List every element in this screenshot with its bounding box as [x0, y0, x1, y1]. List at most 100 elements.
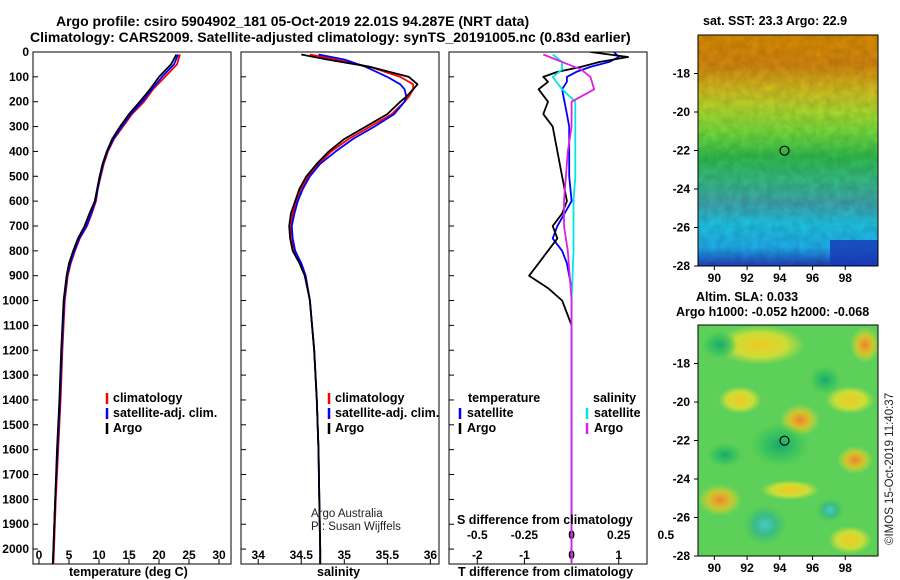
series-temperature-satellite — [551, 52, 620, 564]
map-y-tick-label: -22 — [673, 434, 691, 448]
s-tick-label: 0.5 — [658, 528, 675, 542]
depth-axis: 0 100 200 300 400 500 600 700 800 900 1000 1100 1200… — [2, 45, 38, 556]
map-y-tick-label: -24 — [673, 472, 691, 486]
series-satellite-adj-clim- — [290, 53, 408, 564]
map-y-tick-label: -28 — [673, 259, 691, 273]
x-tick-label: 34 — [252, 548, 266, 562]
depth-tick-label: 1300 — [2, 368, 29, 382]
s-difference-axis-label: S difference from climatology — [457, 513, 633, 527]
map-x-tick-label: 94 — [773, 271, 787, 285]
s-tick-label: -0.5 — [467, 528, 488, 542]
figure-title-line1: Argo profile: csiro 5904902_181 05-Oct-2… — [56, 13, 529, 29]
s-tick-label: 0.25 — [607, 528, 631, 542]
map-x-tick-label: 90 — [708, 271, 722, 285]
depth-tick-label: 700 — [9, 219, 29, 233]
depth-tick-label: 1000 — [2, 294, 29, 308]
map-x-tick-label: 92 — [740, 271, 754, 285]
depth-tick-label: 1100 — [3, 318, 29, 332]
temperature-x-axis: 0 5 10 15 20 25 30 — [36, 548, 226, 564]
temperature-panel: 0100200300400500600700800900100011001200… — [2, 45, 232, 579]
depth-tick-label: 1200 — [2, 343, 29, 357]
depth-tick-label: 500 — [9, 169, 29, 183]
temperature-legend: climatology satellite-adj. clim. Argo — [105, 391, 217, 435]
difference-depth-ticks — [449, 51, 454, 550]
map-x-tick-label: 96 — [806, 561, 820, 575]
depth-tick-label: 900 — [9, 269, 29, 283]
imos-timestamp: ©IMOS 15-Oct-2019 11:40:37 — [884, 393, 896, 545]
sla-map: Altim. SLA: 0.033 Argo h1000: -0.052 h20… — [673, 290, 880, 575]
depth-tick-label: 1500 — [2, 418, 29, 432]
depth-tick-label: 1700 — [2, 468, 29, 482]
depth-tick-label: 1800 — [2, 492, 29, 506]
sla-map-axes: 90 92 94 96 98 -18 -20 -22 -24 -26 -28 — [673, 357, 853, 576]
series-salinity-argo — [542, 53, 596, 564]
map-x-tick-label: 98 — [839, 561, 853, 575]
depth-tick-label: 0 — [22, 45, 29, 59]
legend-argo-label: Argo — [113, 421, 143, 435]
sla-argo-location-marker — [779, 435, 790, 446]
map-x-tick-label: 94 — [773, 561, 787, 575]
depth-tick-label: 300 — [9, 120, 29, 134]
difference-legend: temperature satellite Argo salinity sate… — [458, 391, 641, 435]
x-tick-label: 36 — [424, 548, 438, 562]
map-x-tick-label: 92 — [740, 561, 754, 575]
t-difference-axis-label: T difference from climatology — [458, 565, 633, 579]
map-y-tick-label: -18 — [673, 357, 691, 371]
legend3-salinity-header: salinity — [593, 391, 636, 405]
x-tick-label: 34.5 — [290, 548, 314, 562]
sst-map: sat. SST: 23.3 Argo: 22.9 90 92 94 96 98 -18 -… — [673, 14, 879, 286]
salinity-depth-ticks — [241, 51, 246, 550]
x-tick-label: 10 — [92, 548, 106, 562]
legend-climatology-label: climatology — [113, 391, 183, 405]
credit-line1: Argo Australia — [311, 508, 383, 520]
depth-tick-label: 2000 — [2, 542, 29, 556]
legend3-temperature-header: temperature — [468, 391, 540, 405]
x-tick-label: 35.5 — [376, 548, 400, 562]
depth-tick-label: 400 — [9, 144, 29, 158]
salinity-axis-label: salinity — [317, 565, 360, 579]
map-y-tick-label: -18 — [673, 67, 691, 81]
salinity-profiles — [288, 53, 419, 564]
temperature-axis-label: temperature (deg C) — [69, 565, 188, 579]
depth-tick-label: 1400 — [2, 393, 29, 407]
figure-title-line2: Climatology: CARS2009. Satellite-adjuste… — [30, 29, 631, 45]
map-x-tick-label: 90 — [708, 561, 722, 575]
legend3-sal-argo-label: Argo — [594, 421, 624, 435]
sst-map-title: sat. SST: 23.3 Argo: 22.9 — [703, 14, 847, 28]
sla-map-title2: Argo h1000: -0.052 h2000: -0.068 — [676, 305, 869, 319]
salinity-legend: climatology satellite-adj. clim. Argo — [327, 391, 439, 435]
x-tick-label: 0 — [36, 548, 43, 562]
difference-panel: -2 -1 0 1 -0.5 -0.25 0 0.25 0.5 S difference fr… — [448, 51, 675, 579]
sst-argo-location-marker — [779, 145, 790, 156]
depth-tick-label: 800 — [9, 244, 29, 258]
credit-line2: PI: Susan Wijffels — [311, 521, 401, 533]
map-y-tick-label: -26 — [673, 511, 691, 525]
x-tick-label: -1 — [519, 548, 530, 562]
sst-map-axes: 90 92 94 96 98 -18 -20 -22 -24 -26 -28 — [673, 67, 853, 286]
depth-tick-label: 1900 — [2, 517, 29, 531]
x-tick-label: 5 — [66, 548, 73, 562]
x-tick-label: 35 — [338, 548, 352, 562]
x-tick-label: 30 — [212, 548, 226, 562]
sst-heatmap-texture — [698, 35, 878, 266]
s-tick-label: -0.25 — [511, 528, 539, 542]
map-y-tick-label: -20 — [673, 395, 691, 409]
series-temperature-argo — [528, 52, 629, 564]
series-satellite-adj-clim- — [51, 54, 180, 564]
legend3-temp-argo-label: Argo — [467, 421, 497, 435]
salinity-panel: 34 34.5 35 35.5 36 salinity climatology sate… — [240, 51, 440, 579]
depth-tick-label: 1600 — [2, 443, 29, 457]
x-tick-label: 25 — [182, 548, 196, 562]
map-y-tick-label: -26 — [673, 221, 691, 235]
series-argo — [288, 53, 419, 564]
legend2-satellite-label: satellite-adj. clim. — [335, 406, 439, 420]
legend2-climatology-label: climatology — [335, 391, 405, 405]
salinity-panel-frame — [240, 51, 440, 565]
sla-heatmap-features — [698, 325, 880, 554]
map-y-tick-label: -24 — [673, 182, 691, 196]
x-tick-label: -2 — [472, 548, 483, 562]
temperature-profiles — [51, 54, 181, 564]
legend3-sal-satellite-label: satellite — [594, 406, 641, 420]
map-y-tick-label: -20 — [673, 105, 691, 119]
